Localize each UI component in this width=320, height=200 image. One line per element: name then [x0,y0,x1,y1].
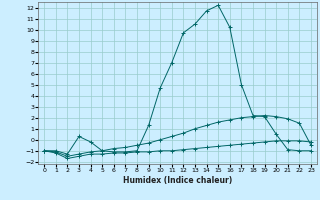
X-axis label: Humidex (Indice chaleur): Humidex (Indice chaleur) [123,176,232,185]
